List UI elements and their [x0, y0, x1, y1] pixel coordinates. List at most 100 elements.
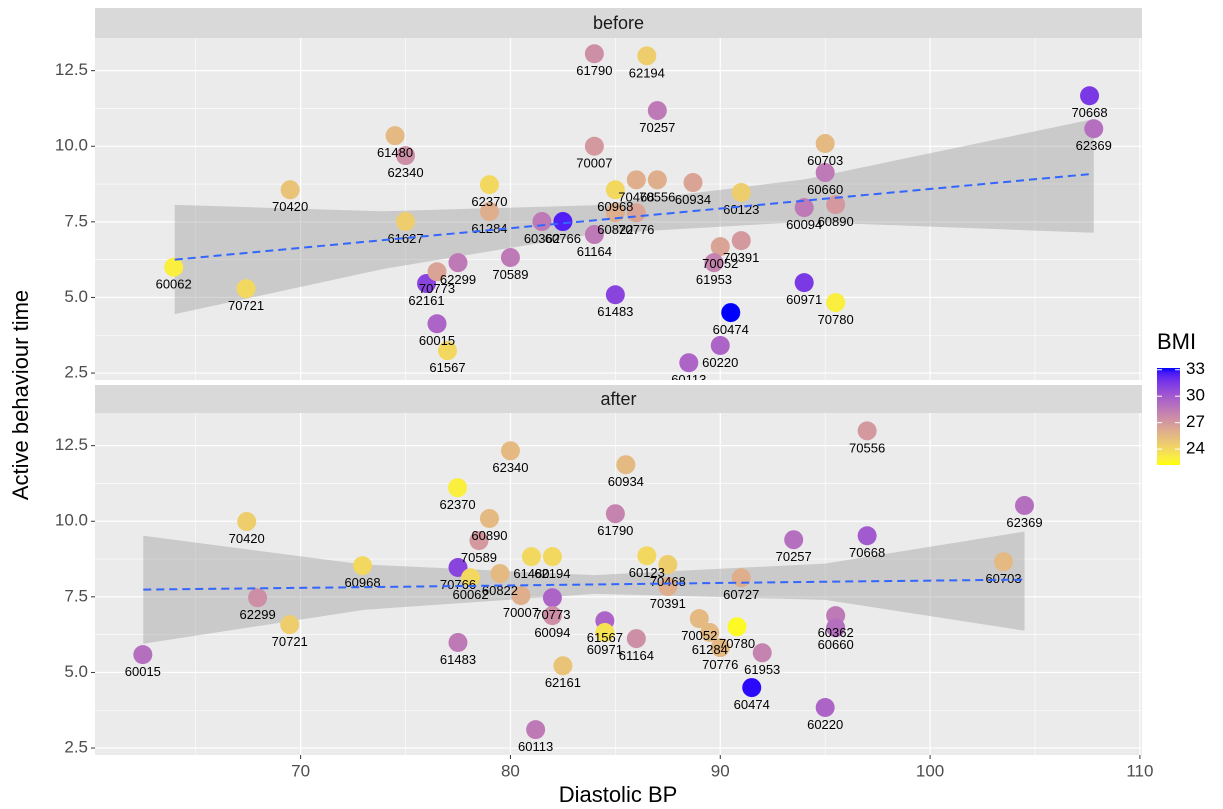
point	[815, 698, 835, 718]
point-label: 60822	[597, 222, 633, 237]
point-label: 70766	[440, 577, 476, 592]
point-label: 60890	[471, 528, 507, 543]
point	[1084, 119, 1104, 139]
point	[710, 336, 730, 356]
point-label: 70780	[818, 312, 854, 327]
point	[542, 588, 562, 608]
point-label: 62194	[629, 65, 665, 80]
point-label: 62370	[439, 497, 475, 512]
point	[616, 455, 636, 475]
point	[1080, 86, 1100, 106]
point	[584, 225, 604, 245]
point	[595, 623, 615, 643]
point	[689, 609, 709, 629]
point	[721, 303, 741, 323]
point-label: 61790	[597, 523, 633, 538]
point-label: 70007	[576, 156, 612, 171]
point-label: 70420	[229, 531, 265, 546]
point-label: 60123	[629, 565, 665, 580]
point-label: 70776	[618, 222, 654, 237]
point-label: 70721	[272, 634, 308, 649]
point	[784, 530, 804, 550]
point-label: 70420	[272, 199, 308, 214]
point	[427, 262, 447, 282]
point	[532, 212, 552, 232]
point	[584, 44, 604, 64]
point-label: 70773	[419, 281, 455, 296]
point	[448, 253, 468, 273]
point	[526, 720, 546, 740]
point-label: 60220	[702, 355, 738, 370]
point-label: 62194	[534, 566, 570, 581]
point-label: 70257	[639, 120, 675, 135]
point-label: 61480	[377, 145, 413, 160]
point-label: 60015	[125, 664, 161, 679]
point	[658, 577, 678, 597]
point	[553, 212, 573, 232]
point-label: 60822	[482, 583, 518, 598]
point-label: 61790	[576, 63, 612, 78]
point-label: 60934	[675, 192, 711, 207]
point	[710, 638, 730, 658]
point	[700, 623, 720, 643]
point-label: 60062	[452, 587, 488, 602]
point-label: 60015	[419, 333, 455, 348]
point	[826, 195, 846, 215]
point	[752, 643, 772, 663]
y-tick-label: 12.5	[55, 60, 88, 79]
point-label: 61483	[597, 304, 633, 319]
point	[280, 180, 300, 200]
x-axis-label: Diastolic BP	[559, 782, 678, 807]
point-label: 60474	[713, 322, 749, 337]
colorbar	[1157, 368, 1180, 465]
point-label: 70589	[492, 267, 528, 282]
point-label: 70052	[681, 628, 717, 643]
point-label: 60890	[818, 214, 854, 229]
strip-title: before	[593, 13, 644, 33]
point	[626, 629, 646, 649]
point-label: 70780	[719, 636, 755, 651]
point-label: 60971	[786, 292, 822, 307]
point-label: 61953	[696, 272, 732, 287]
x-tick-label: 100	[916, 761, 944, 780]
point-label: 62299	[240, 607, 276, 622]
point	[1015, 496, 1035, 516]
point-label: 60727	[723, 587, 759, 602]
point-label: 62161	[408, 293, 444, 308]
point	[727, 617, 747, 637]
point	[584, 136, 604, 156]
point-label: 70391	[723, 250, 759, 265]
y-tick-label: 10.0	[55, 136, 88, 155]
y-tick-label: 7.5	[64, 211, 88, 230]
point	[427, 314, 447, 334]
point-label: 62370	[471, 194, 507, 209]
y-tick-label: 5.0	[64, 287, 88, 306]
point	[396, 212, 416, 232]
point-label: 62161	[545, 675, 581, 690]
point-label: 60094	[534, 625, 570, 640]
point	[396, 146, 416, 166]
point-label: 60703	[985, 571, 1021, 586]
point	[500, 441, 520, 461]
point-label: 70589	[461, 550, 497, 565]
point	[521, 547, 541, 567]
point-label: 62369	[1076, 138, 1112, 153]
point	[248, 588, 268, 608]
point-label: 70721	[228, 298, 264, 313]
point-label: 70668	[849, 545, 885, 560]
panel-content: 60015 62299 70721 70420 60968 62370 60890 70589…	[125, 421, 1043, 754]
point-label: 60094	[786, 217, 822, 232]
point	[731, 568, 751, 588]
point-label: 61627	[387, 231, 423, 246]
point	[448, 478, 468, 498]
point-label: 61284	[471, 221, 507, 236]
point-label: 70391	[650, 596, 686, 611]
point-label: 61953	[744, 662, 780, 677]
point-label: 60703	[807, 153, 843, 168]
point	[637, 46, 657, 66]
point-label: 60660	[818, 637, 854, 652]
point-label: 70776	[702, 657, 738, 672]
point	[385, 126, 405, 146]
point-label: 70052	[702, 256, 738, 271]
